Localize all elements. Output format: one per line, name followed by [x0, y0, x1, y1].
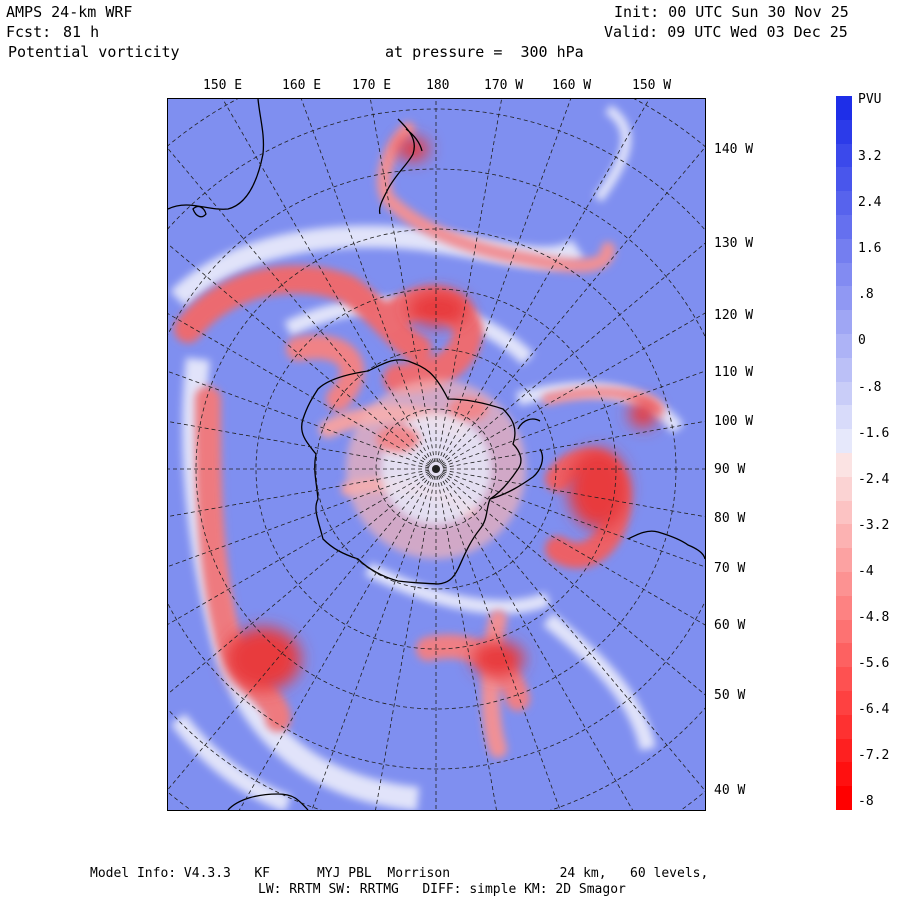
- colorbar-band: [836, 572, 852, 597]
- colorbar-band: [836, 334, 852, 359]
- lon-label-90w: 90 W: [714, 462, 746, 477]
- lon-label-50w: 50 W: [714, 688, 746, 703]
- colorbar-band: [836, 667, 852, 692]
- init-time: Init: 00 UTC Sun 30 Nov 25: [614, 3, 849, 21]
- colorbar: [836, 96, 852, 811]
- forecast-hours: 81 h: [63, 23, 100, 41]
- model-title: AMPS 24-km WRF: [6, 3, 133, 21]
- colorbar-band: [836, 119, 852, 145]
- colorbar-tick-label: -7.2: [858, 748, 890, 764]
- field-name: Potential vorticity: [8, 43, 180, 61]
- colorbar-band: [836, 96, 852, 121]
- colorbar-band: [836, 262, 852, 287]
- colorbar-tick-label: 2.4: [858, 195, 882, 211]
- lon-label-180: 180: [426, 78, 450, 93]
- colorbar-band: [836, 619, 852, 644]
- colorbar-band: [836, 738, 852, 763]
- colorbar-tick-label: 1.6: [858, 241, 882, 257]
- longitude-lines: [168, 99, 705, 810]
- colorbar-tick-label: -4: [858, 563, 874, 579]
- lon-label-70w: 70 W: [714, 561, 746, 576]
- lon-label-130w: 130 W: [714, 236, 754, 251]
- colorbar-tick-label: -4.8: [858, 610, 890, 625]
- potential-vorticity-map: [167, 98, 706, 811]
- tasmania-coastline: [192, 205, 207, 218]
- model-info-line1: Model Info: V4.3.3 KF MYJ PBL Morrison 2…: [90, 866, 709, 881]
- colorbar-band: [836, 381, 852, 406]
- lon-label-150w: 150 W: [632, 78, 672, 93]
- colorbar-band: [836, 429, 852, 454]
- colorbar-band: [836, 786, 852, 811]
- lon-label-160e: 160 E: [282, 78, 322, 93]
- lon-label-170w: 170 W: [484, 78, 524, 93]
- colorbar-band: [836, 191, 852, 216]
- lon-label-110w: 110 W: [714, 365, 754, 380]
- colorbar-band: [836, 357, 852, 383]
- lon-label-100w: 100 W: [714, 414, 754, 429]
- southern-africa-coastline: [227, 793, 309, 810]
- colorbar-band: [836, 286, 852, 311]
- colorbar-tick-label: .8: [858, 287, 874, 303]
- colorbar-tick-label: -.8: [858, 379, 882, 395]
- colorbar-band: [836, 524, 852, 549]
- south-america-coastline: [627, 530, 705, 560]
- colorbar-tick-label: -8: [858, 794, 874, 810]
- colorbar-band: [836, 405, 852, 430]
- colorbar-band: [836, 691, 852, 716]
- colorbar-band: [836, 143, 852, 168]
- colorbar-band: [836, 714, 852, 740]
- colorbar-band: [836, 310, 852, 335]
- australia-coastline: [168, 99, 265, 210]
- lon-label-140w: 140 W: [714, 142, 754, 157]
- pressure-level: at pressure = 300 hPa: [385, 43, 584, 61]
- lon-label-40w: 40 W: [714, 783, 746, 798]
- colorbar-band: [836, 500, 852, 525]
- colorbar-tick-label: -6.4: [858, 702, 890, 718]
- model-info-line2: LW: RRTM SW: RRTMG DIFF: simple KM: 2D S…: [258, 882, 626, 897]
- lon-label-60w: 60 W: [714, 618, 746, 633]
- lon-label-120w: 120 W: [714, 308, 754, 323]
- lon-label-150e: 150 E: [203, 78, 243, 93]
- lon-label-160w: 160 W: [552, 78, 592, 93]
- colorbar-band: [836, 548, 852, 573]
- colorbar-band: [836, 476, 852, 502]
- colorbar-unit: PVU: [858, 92, 882, 107]
- colorbar-band: [836, 167, 852, 192]
- lon-label-170e: 170 E: [352, 78, 392, 93]
- colorbar-tick-label: -2.4: [858, 471, 890, 487]
- colorbar-tick-label: 3.2: [858, 149, 882, 164]
- antarctic-peninsula-coastline: [489, 418, 544, 500]
- colorbar-tick-label: -1.6: [858, 425, 890, 441]
- colorbar-band: [836, 238, 852, 264]
- colorbar-tick-label: -3.2: [858, 517, 890, 533]
- colorbar-band: [836, 215, 852, 240]
- new-zealand-coastline: [378, 118, 423, 215]
- coastlines: [168, 99, 705, 810]
- colorbar-tick-label: 0: [858, 333, 866, 349]
- valid-time: Valid: 09 UTC Wed 03 Dec 25: [604, 23, 848, 41]
- map-graphic: [168, 99, 705, 810]
- colorbar-band: [836, 762, 852, 787]
- colorbar-band: [836, 643, 852, 668]
- lon-label-80w: 80 W: [714, 511, 746, 526]
- antarctica-coastline: [301, 359, 522, 585]
- colorbar-tick-label: -5.6: [858, 656, 890, 672]
- colorbar-band: [836, 595, 852, 621]
- forecast-label: Fcst:: [6, 23, 52, 41]
- colorbar-band: [836, 453, 852, 478]
